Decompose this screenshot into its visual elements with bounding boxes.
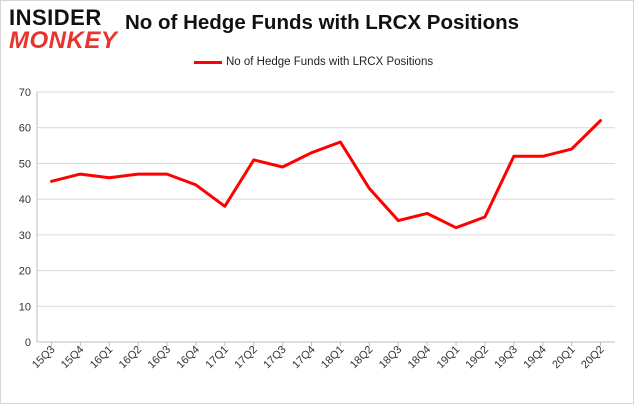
data-point-17Q3	[281, 166, 284, 169]
x-tick-label-20Q2: 20Q2	[579, 344, 607, 372]
data-point-16Q1	[108, 176, 111, 179]
x-tick-label-17Q2: 17Q2	[232, 344, 260, 372]
legend-label: No of Hedge Funds with LRCX Positions	[226, 56, 434, 68]
chart-legend: No of Hedge Funds with LRCX Positions	[194, 54, 433, 70]
x-tick-label-18Q3: 18Q3	[377, 344, 405, 372]
data-point-17Q4	[310, 151, 313, 154]
chart-title: No of Hedge Funds with LRCX Positions	[125, 11, 520, 34]
x-tick-label-20Q1: 20Q1	[550, 344, 578, 372]
data-point-19Q2	[483, 216, 486, 219]
series-line-0	[50, 119, 602, 230]
data-point-18Q4	[426, 212, 429, 215]
x-tick-label-19Q2: 19Q2	[464, 344, 492, 372]
x-tick-label-16Q1: 16Q1	[88, 344, 116, 372]
y-tick-label: 60	[19, 123, 31, 135]
x-tick-label-19Q4: 19Q4	[521, 344, 549, 372]
data-point-19Q1	[455, 226, 458, 229]
x-tick-label-17Q3: 17Q3	[261, 344, 289, 372]
logo-text-line1: INSIDER	[9, 5, 102, 30]
y-tick-label: 0	[25, 337, 31, 349]
data-point-16Q2	[137, 173, 140, 176]
x-tick-label-18Q2: 18Q2	[348, 344, 376, 372]
x-tick-label-15Q3: 15Q3	[30, 344, 58, 372]
data-point-15Q3	[50, 180, 53, 183]
y-tick-label: 10	[19, 301, 31, 313]
x-tick-label-17Q1: 17Q1	[203, 344, 231, 372]
data-point-20Q1	[570, 148, 573, 151]
x-tick-label-18Q4: 18Q4	[406, 344, 434, 372]
y-tick-label: 40	[19, 194, 31, 206]
data-point-18Q3	[397, 219, 400, 222]
legend-swatch	[194, 60, 222, 64]
insider-monkey-logo: INSIDER MONKEY	[9, 3, 119, 54]
x-tick-label-15Q4: 15Q4	[59, 344, 87, 372]
x-tick-label-18Q1: 18Q1	[319, 344, 347, 372]
x-tick-label-16Q2: 16Q2	[117, 344, 145, 372]
data-point-17Q2	[252, 158, 255, 161]
data-point-16Q4	[194, 183, 197, 186]
data-point-15Q4	[79, 173, 82, 176]
data-point-20Q2	[599, 119, 602, 122]
x-tick-label-16Q3: 16Q3	[146, 344, 174, 372]
y-tick-label: 70	[19, 87, 31, 99]
data-point-18Q2	[368, 187, 371, 190]
x-tick-label-19Q1: 19Q1	[435, 344, 463, 372]
data-point-19Q4	[541, 155, 544, 158]
data-point-17Q1	[223, 205, 226, 208]
data-point-18Q1	[339, 141, 342, 144]
x-tick-label-19Q3: 19Q3	[492, 344, 520, 372]
data-point-19Q3	[512, 155, 515, 158]
logo-text-line2: MONKEY	[9, 27, 118, 54]
y-tick-label: 50	[19, 158, 31, 170]
x-tick-label-16Q4: 16Q4	[175, 344, 203, 372]
y-tick-label: 30	[19, 230, 31, 242]
y-tick-label: 20	[19, 266, 31, 278]
data-point-16Q3	[166, 173, 169, 176]
x-tick-label-17Q4: 17Q4	[290, 344, 318, 372]
